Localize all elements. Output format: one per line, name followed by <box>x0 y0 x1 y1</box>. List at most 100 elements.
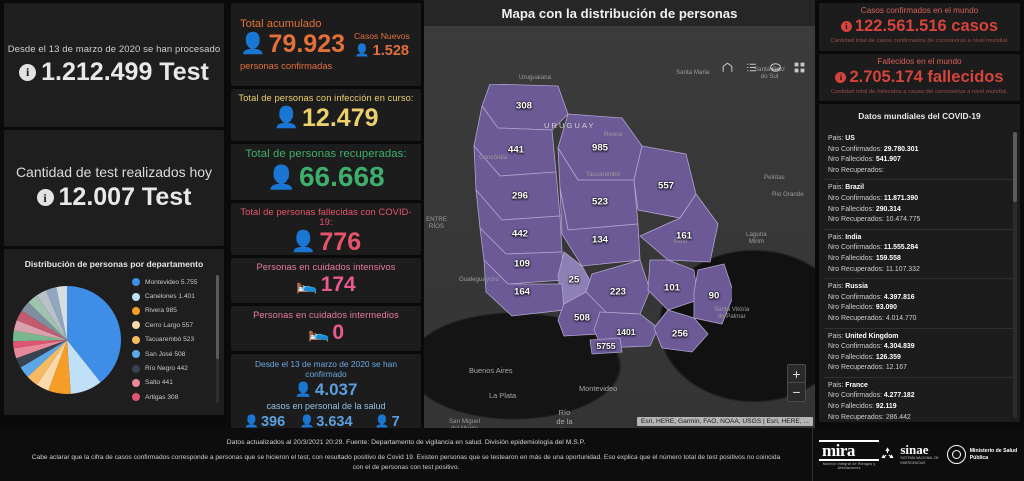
map-department-value: 523 <box>591 196 609 208</box>
map-department[interactable] <box>693 263 732 325</box>
pie-slice[interactable] <box>46 287 67 340</box>
zoom-out-button[interactable]: − <box>792 384 801 400</box>
country-entry[interactable]: Pais: US Nro Confirmados: 29.780.301 Nro F… <box>824 131 1015 179</box>
countries-list[interactable]: Pais: US Nro Confirmados: 29.780.301 Nro F… <box>819 131 1020 422</box>
map-canvas[interactable]: URUGUAY 308 441 985 296 523 557 442 134 161 109 25… <box>424 26 815 428</box>
map-department[interactable] <box>639 193 719 263</box>
footer-disclaimer: Cabe aclarar que la cifra de casos confi… <box>31 453 781 471</box>
deaths-label: Total de personas fallecidas con COVID-1… <box>240 207 412 227</box>
pie-slice[interactable] <box>27 340 67 385</box>
map-department-value: 25 <box>568 274 580 286</box>
new-cases-value: 1.528 <box>372 42 409 59</box>
info-icon: i <box>835 72 847 83</box>
basemap-icon[interactable] <box>792 60 807 75</box>
map-zoom-controls[interactable]: + − <box>787 364 806 402</box>
logo-mira-subtitle: Monitor Integral de Riesgos y Afectacion… <box>822 461 876 470</box>
legend-color-dot <box>132 378 140 387</box>
world-data-column: Casos confirmados en el mundo i 122.561.… <box>815 0 1024 428</box>
world-cases-label: Casos confirmados en el mundo <box>860 6 979 15</box>
pie-slice[interactable] <box>13 340 67 349</box>
pie-slice[interactable] <box>20 340 67 377</box>
map-place-label: Gualeguaychú <box>459 276 499 283</box>
pie-chart-title: Distribución de personas por departament… <box>24 259 204 269</box>
legend-item[interactable]: Montevideo 5.755 <box>132 275 220 289</box>
tests-today-value-row: i 12.007 Test <box>36 183 191 212</box>
pie-slice[interactable] <box>48 340 71 394</box>
layers-icon[interactable] <box>768 60 783 75</box>
legend-label: Salto 441 <box>145 379 173 387</box>
pie-slice[interactable] <box>67 340 101 394</box>
health-label: Desde el 13 de marzo de 2020 se han conf… <box>254 359 397 379</box>
country-name: Pais: India <box>828 233 862 241</box>
card-tests-today: Cantidad de test realizados hoy i 12.007… <box>4 130 224 246</box>
legend-color-dot <box>132 278 140 287</box>
new-cases-label: Casos Nuevos <box>353 30 410 41</box>
tests-processed-value: 1.212.499 Test <box>41 57 209 86</box>
pie-slice[interactable] <box>16 310 67 340</box>
legend-label: Montevideo 5.755 <box>145 278 198 286</box>
active-value: 12.479 <box>302 104 379 132</box>
country-confirmed: Nro Confirmados: 11.555.284 <box>828 244 919 252</box>
footer-logos: mira Monitor Integral de Riesgos y Afect… <box>812 428 1024 481</box>
country-deaths: Nro Fallecidos: 93.090 <box>828 304 897 312</box>
pie-slice[interactable] <box>12 330 67 342</box>
country-recovered: Nro Recuperados: 12.167 <box>828 364 907 372</box>
map-toolbar[interactable] <box>720 60 807 75</box>
active-value-row: 👤 12.479 <box>234 104 418 133</box>
country-confirmed: Nro Confirmados: 29.780.301 <box>828 145 919 153</box>
map-place-label: Laguna Mirim <box>746 231 767 245</box>
tests-today-label: Cantidad de test realizados hoy <box>15 164 213 180</box>
legend-item[interactable]: Salto 441 <box>132 376 220 390</box>
total-accumulated-value: 79.923 <box>268 30 345 58</box>
pie-slice[interactable] <box>56 286 67 340</box>
map-place-label: ENTRE RÍOS <box>426 216 447 230</box>
logo-sinae-subtitle: SISTEMA NACIONAL DE EMERGENCIAS <box>900 456 939 465</box>
legend-color-dot <box>132 335 140 344</box>
country-confirmed: Nro Confirmados: 11.871.390 <box>828 194 919 202</box>
map-attribution: Esri, HERE, Garmin, FAO, NOAA, USGS | Es… <box>636 417 813 426</box>
legend-item[interactable]: San José 508 <box>132 347 220 361</box>
country-entry[interactable]: Pais: Russia Nro Confirmados: 4.397.816 Nr… <box>824 278 1015 327</box>
country-entry[interactable]: Pais: Brazil Nro Confirmados: 11.871.390 N… <box>824 179 1015 228</box>
pie-slice[interactable] <box>13 320 67 340</box>
pie-chart[interactable] <box>8 273 126 407</box>
map-department[interactable] <box>653 309 709 353</box>
pie-chart-legend[interactable]: Montevideo 5.755 Canelones 1.401 Rivera 98… <box>126 273 220 407</box>
map-department-value: 5755 <box>596 341 616 351</box>
legend-item[interactable]: Cerro Largo 557 <box>132 318 220 332</box>
home-icon[interactable] <box>720 60 735 75</box>
logo-mira: mira Monitor Integral de Riesgos y Afect… <box>819 439 880 470</box>
legend-item[interactable]: Artigas 308 <box>132 390 220 404</box>
country-recovered: Nro Recuperados: <box>828 166 884 174</box>
pie-slice[interactable] <box>36 290 67 340</box>
person-icon: 👤 <box>290 230 317 254</box>
pie-slice[interactable] <box>36 340 67 391</box>
legend-scrollbar[interactable] <box>216 275 219 403</box>
recovered-label: Total de personas recuperadas: <box>245 148 407 160</box>
legend-icon[interactable] <box>744 60 759 75</box>
pie-slice[interactable] <box>67 286 121 383</box>
legend-item[interactable]: Rivera 985 <box>132 304 220 318</box>
zoom-in-button[interactable]: + <box>788 365 805 383</box>
countries-scrollbar[interactable] <box>1013 132 1017 418</box>
country-entry[interactable]: Pais: India Nro Confirmados: 11.555.284 Nr… <box>824 228 1015 278</box>
tests-processed-label: Desde el 13 de marzo de 2020 se han proc… <box>7 43 221 55</box>
total-accumulated-value-row: 👤 79.923 <box>234 30 346 59</box>
pie-slice[interactable] <box>13 340 67 359</box>
map-department-value: 134 <box>591 234 609 246</box>
person-icon: 👤 <box>267 163 296 190</box>
legend-color-dot <box>132 393 140 402</box>
legend-item[interactable]: Canelones 1.401 <box>132 289 220 303</box>
pie-slice[interactable] <box>21 302 67 340</box>
legend-item[interactable]: Río Negro 442 <box>132 361 220 375</box>
map-department[interactable] <box>589 337 623 355</box>
country-name: Pais: United Kingdom <box>828 332 899 340</box>
pie-slice[interactable] <box>16 340 67 368</box>
country-entry[interactable]: Pais: France Nro Confirmados: 4.277.182 Nr… <box>824 376 1015 422</box>
legend-item[interactable]: Tacuarembó 523 <box>132 333 220 347</box>
intermediate-label: Personas en cuidados intermedios <box>253 310 399 320</box>
country-entry[interactable]: Pais: United Kingdom Nro Confirmados: 4.3… <box>824 327 1015 377</box>
pie-slice[interactable] <box>28 295 67 340</box>
legend-label: San José 508 <box>145 350 186 358</box>
